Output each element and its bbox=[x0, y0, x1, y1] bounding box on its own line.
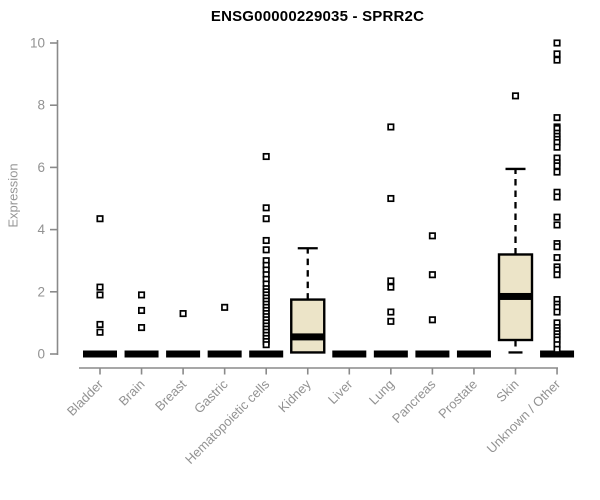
outlier-point bbox=[428, 271, 436, 279]
outlier-point bbox=[96, 283, 104, 291]
x-category-label: Brain bbox=[116, 377, 148, 409]
box-median bbox=[291, 333, 325, 341]
outlier-point bbox=[553, 221, 561, 229]
x-category-label: Unknown / Other bbox=[484, 376, 564, 456]
outlier-point bbox=[553, 162, 561, 170]
outlier-point bbox=[553, 143, 561, 151]
collapsed-box-median bbox=[332, 350, 367, 358]
outlier-point bbox=[138, 291, 146, 299]
collapsed-box-median bbox=[456, 350, 491, 358]
x-category-label: Prostate bbox=[435, 377, 480, 422]
boxplot-pancreas bbox=[415, 232, 450, 358]
collapsed-box-median bbox=[415, 350, 450, 358]
y-tick-label: 10 bbox=[30, 36, 45, 51]
x-category-label: Kidney bbox=[275, 376, 314, 415]
boxplot-kidney bbox=[290, 247, 326, 354]
boxplot-liver bbox=[332, 350, 367, 358]
outlier-point bbox=[138, 306, 146, 315]
outlier-point bbox=[387, 123, 395, 131]
outlier-point bbox=[428, 316, 436, 324]
outlier-point bbox=[387, 194, 395, 203]
collapsed-box-median bbox=[83, 350, 117, 358]
outlier-point bbox=[553, 271, 561, 279]
collapsed-box-median bbox=[540, 350, 575, 358]
box-iqr bbox=[290, 298, 326, 354]
outlier-point bbox=[553, 345, 561, 353]
boxplot-brain bbox=[124, 291, 159, 358]
boxplot-skin bbox=[497, 92, 534, 354]
chart-title: ENSG00000229035 - SPRR2C bbox=[210, 8, 425, 25]
outlier-point bbox=[387, 277, 395, 285]
outlier-point bbox=[96, 215, 104, 223]
outlier-point bbox=[221, 303, 229, 311]
outlier-point bbox=[553, 39, 561, 47]
y-tick-label: 0 bbox=[37, 347, 45, 362]
y-tick-label: 2 bbox=[37, 284, 45, 299]
boxplot-gastric bbox=[207, 303, 242, 358]
outlier-point bbox=[262, 152, 270, 161]
outlier-point bbox=[262, 215, 270, 223]
collapsed-box-median bbox=[373, 350, 408, 358]
y-tick-label: 6 bbox=[37, 160, 45, 175]
outlier-point bbox=[553, 308, 561, 316]
outlier-point bbox=[262, 204, 270, 212]
outlier-point bbox=[387, 283, 395, 291]
outlier-point bbox=[96, 328, 104, 336]
collapsed-box-median bbox=[166, 350, 201, 358]
outlier-point bbox=[428, 232, 436, 240]
outlier-point bbox=[262, 341, 270, 349]
boxplot-breast bbox=[166, 310, 201, 358]
outlier-point bbox=[553, 254, 561, 262]
outlier-point bbox=[179, 310, 187, 318]
x-category-label: Breast bbox=[152, 376, 189, 413]
outlier-point bbox=[553, 193, 561, 201]
outlier-point bbox=[553, 114, 561, 122]
outlier-point bbox=[138, 324, 146, 332]
boxplot-prostate bbox=[456, 350, 491, 358]
outlier-point bbox=[553, 213, 561, 221]
x-category-label: Bladder bbox=[64, 376, 107, 419]
x-category-label: Pancreas bbox=[389, 376, 439, 426]
collapsed-box-median bbox=[124, 350, 159, 358]
outlier-point bbox=[96, 291, 104, 299]
outlier-point bbox=[553, 50, 561, 58]
outlier-point bbox=[553, 168, 561, 176]
outlier-point bbox=[387, 308, 395, 316]
x-category-label: Skin bbox=[493, 377, 521, 405]
outlier-point bbox=[553, 56, 561, 64]
boxplot-lung bbox=[373, 123, 408, 358]
boxplot-bladder bbox=[83, 215, 117, 358]
outlier-point bbox=[262, 246, 270, 254]
outlier-point bbox=[553, 243, 561, 251]
boxplot-hematopoietic-cells bbox=[249, 152, 284, 358]
outlier-point bbox=[96, 320, 104, 329]
x-category-label: Gastric bbox=[191, 376, 231, 416]
boxplot-unknown-other bbox=[540, 39, 575, 358]
collapsed-box-median bbox=[249, 350, 284, 358]
y-tick-label: 8 bbox=[37, 98, 45, 113]
outlier-point bbox=[387, 317, 395, 325]
y-tick-label: 4 bbox=[37, 222, 45, 237]
box-median bbox=[499, 292, 532, 300]
x-category-label: Lung bbox=[366, 377, 397, 408]
outlier-point bbox=[262, 236, 270, 245]
x-category-label: Liver bbox=[325, 376, 356, 407]
outlier-point bbox=[511, 92, 520, 100]
collapsed-box-median bbox=[207, 350, 242, 358]
